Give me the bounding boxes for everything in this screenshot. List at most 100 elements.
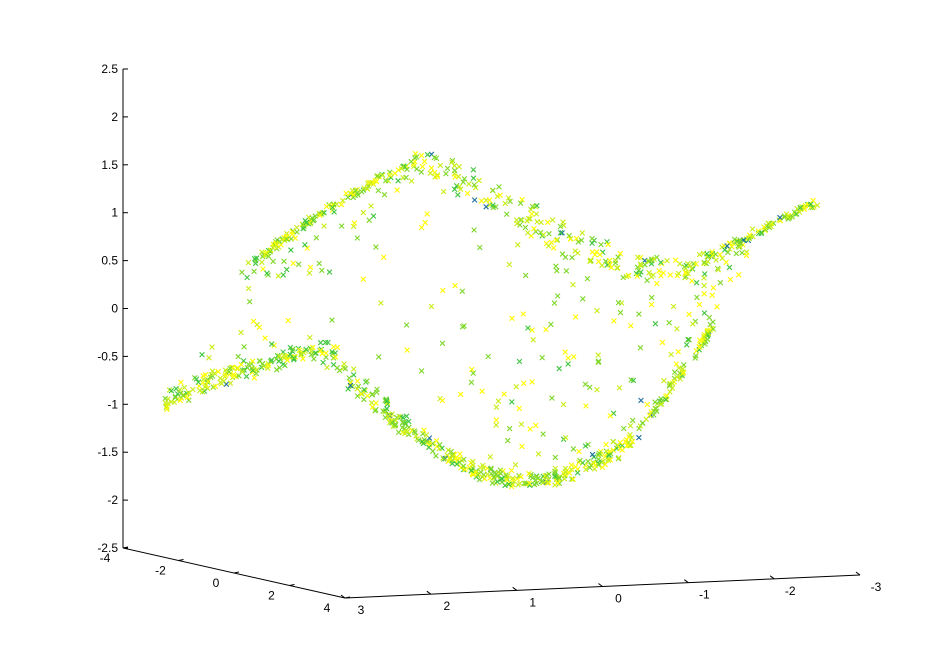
scatter-point — [723, 259, 729, 266]
scatter-point — [663, 396, 670, 403]
scatter-point — [522, 224, 529, 231]
scatter-point — [583, 466, 589, 473]
scatter-point — [575, 239, 582, 245]
scatter-point — [519, 196, 525, 203]
axes — [122, 69, 861, 599]
scatter-point — [218, 380, 225, 387]
scatter-point — [648, 260, 655, 267]
y-tick-label: 3 — [358, 603, 365, 617]
scatter-point — [643, 416, 649, 422]
scatter-point — [648, 274, 655, 280]
scatter-point — [606, 257, 613, 264]
scatter-point — [677, 376, 684, 382]
scatter-point — [294, 229, 300, 235]
scatter-point — [617, 250, 624, 257]
scatter-point — [659, 339, 666, 346]
scatter-point — [334, 344, 341, 351]
scatter-point — [181, 384, 188, 391]
scatter-point — [635, 267, 642, 274]
scatter-point — [244, 365, 251, 371]
scatter-point — [466, 181, 472, 187]
scatter-point — [533, 228, 539, 235]
scatter-point — [627, 442, 633, 449]
scatter-point — [693, 261, 699, 267]
scatter-point — [529, 203, 536, 210]
scatter-point — [259, 249, 265, 255]
scatter-point — [205, 378, 211, 385]
scatter-point — [419, 438, 425, 445]
scatter-point — [713, 257, 719, 263]
scatter-point — [668, 351, 674, 358]
scatter-point — [340, 197, 346, 204]
scatter-point — [605, 241, 611, 248]
scatter-point — [369, 404, 376, 410]
scatter-point — [606, 452, 612, 459]
scatter-point — [343, 190, 349, 197]
scatter-point — [288, 247, 294, 253]
scatter-point — [317, 347, 324, 354]
scatter-point — [281, 258, 287, 265]
scatter-point — [195, 379, 202, 385]
x-tick-label: -2 — [155, 564, 166, 578]
scatter-point — [256, 324, 263, 331]
scatter-point — [311, 216, 317, 223]
scatter-point — [193, 376, 200, 382]
scatter-point — [702, 341, 708, 347]
scatter-point — [550, 245, 557, 251]
scatter-point — [563, 268, 570, 274]
scatter-point — [638, 397, 644, 404]
scatter-point — [529, 211, 535, 217]
scatter-point — [476, 177, 482, 184]
scatter-point — [306, 270, 313, 276]
scatter-point — [693, 353, 699, 359]
scatter-point — [585, 441, 591, 448]
scatter-point — [527, 426, 533, 432]
scatter-point — [300, 356, 306, 362]
scatter-point — [449, 452, 456, 458]
scatter-point — [634, 273, 640, 279]
scatter-point — [544, 472, 550, 479]
scatter-point — [459, 288, 466, 295]
scatter-point — [529, 327, 535, 333]
scatter-point — [724, 243, 730, 249]
scatter-point — [239, 269, 245, 276]
scatter-point — [338, 223, 345, 229]
scatter-point — [701, 259, 707, 266]
scatter-point — [464, 190, 471, 197]
scatter-point — [557, 223, 564, 230]
scatter-point — [490, 202, 496, 208]
scatter-point — [319, 267, 325, 274]
scatter-point — [291, 355, 297, 362]
scatter-point — [617, 309, 624, 316]
scatter-point — [538, 219, 544, 226]
z-tick-label: -1.5 — [97, 445, 118, 459]
z-tick-label: 1 — [111, 206, 118, 220]
scatter-point — [421, 158, 428, 165]
scatter-point — [808, 201, 814, 208]
scatter-point — [597, 251, 603, 258]
scatter-point — [572, 464, 579, 470]
scatter-point — [162, 400, 169, 406]
scatter-point — [462, 466, 468, 473]
scatter-point — [313, 350, 319, 356]
scatter-point — [654, 280, 660, 287]
scatter-point — [556, 480, 563, 487]
scatter-point — [506, 261, 513, 268]
z-tick-label: 2.5 — [101, 62, 118, 76]
scatter-point — [559, 251, 566, 257]
scatter-point — [520, 311, 527, 317]
scatter-point — [644, 401, 651, 408]
scatter-point — [710, 326, 716, 332]
scatter-point — [549, 217, 556, 223]
scatter-point — [448, 448, 454, 455]
scatter-point — [283, 236, 290, 242]
scatter-point — [562, 349, 568, 355]
scatter-point — [679, 372, 685, 379]
scatter-point — [436, 441, 443, 448]
scatter-point — [792, 211, 799, 217]
scatter-point — [497, 192, 503, 198]
scatter-point — [620, 274, 626, 281]
scatter-point — [733, 250, 740, 257]
scatter-point — [572, 314, 579, 320]
scatter-point — [323, 350, 329, 356]
